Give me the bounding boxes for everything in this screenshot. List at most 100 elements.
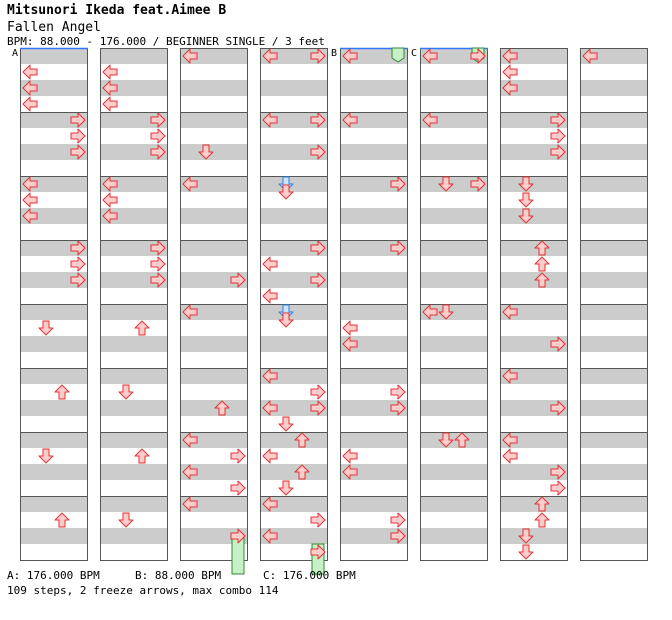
beat-stripe	[20, 448, 88, 464]
step-arrow-left	[582, 48, 598, 64]
beat-stripe	[100, 480, 168, 496]
beat-stripe	[420, 160, 488, 176]
beat-stripe	[180, 544, 248, 560]
beat-stripe	[100, 208, 168, 224]
beat-stripe	[100, 384, 168, 400]
step-arrow-left	[502, 368, 518, 384]
beat-stripe	[180, 384, 248, 400]
chart-column	[580, 48, 648, 561]
beat-stripe	[260, 160, 328, 176]
beat-stripe	[500, 448, 568, 464]
step-arrow-left	[182, 496, 198, 512]
step-arrow-left	[502, 432, 518, 448]
beat-stripe	[420, 496, 488, 512]
beat-stripe	[100, 448, 168, 464]
beat-stripe	[420, 368, 488, 384]
beat-stripe	[260, 240, 328, 256]
beat-stripe	[500, 496, 568, 512]
step-arrow-up	[294, 464, 310, 480]
step-arrow-right	[550, 128, 566, 144]
beat-stripe	[100, 144, 168, 160]
beat-stripe	[100, 48, 168, 64]
step-arrow-up	[294, 432, 310, 448]
beat-stripe	[340, 304, 408, 320]
beat-stripe	[180, 416, 248, 432]
beat-stripe	[20, 480, 88, 496]
step-arrow-down	[118, 512, 134, 528]
beat-stripe	[420, 128, 488, 144]
beat-stripe	[260, 400, 328, 416]
beat-stripe	[340, 144, 408, 160]
step-arrow-right	[70, 128, 86, 144]
beat-stripe	[500, 208, 568, 224]
beat-stripe	[500, 48, 568, 64]
step-arrow-left	[422, 112, 438, 128]
beat-stripe	[260, 432, 328, 448]
step-arrow-left	[342, 48, 358, 64]
step-arrow-left	[182, 464, 198, 480]
step-arrow-right	[550, 144, 566, 160]
step-arrow-up	[134, 320, 150, 336]
beat-stripe	[420, 80, 488, 96]
beat-stripe	[20, 48, 88, 64]
beat-stripe	[260, 496, 328, 512]
beat-stripe	[180, 336, 248, 352]
beat-stripe	[500, 256, 568, 272]
step-arrow-left	[182, 176, 198, 192]
beat-stripe	[260, 144, 328, 160]
beat-stripe	[20, 432, 88, 448]
step-arrow-right	[310, 272, 326, 288]
beat-stripe	[20, 80, 88, 96]
step-arrow-up	[534, 256, 550, 272]
step-arrow-right	[550, 400, 566, 416]
beat-stripe	[100, 192, 168, 208]
beat-stripe	[500, 304, 568, 320]
beat-stripe	[180, 352, 248, 368]
step-arrow-right	[390, 528, 406, 544]
step-arrow-left	[22, 80, 38, 96]
step-arrow-left	[502, 64, 518, 80]
beat-stripe	[580, 368, 648, 384]
beat-stripe	[500, 80, 568, 96]
beat-stripe	[340, 448, 408, 464]
bpm-legend-a: A: 176.000 BPM	[7, 569, 100, 582]
step-arrow-down	[278, 416, 294, 432]
beat-stripe	[180, 112, 248, 128]
beat-stripe	[580, 528, 648, 544]
step-arrow-right	[230, 448, 246, 464]
step-arrow-right	[150, 128, 166, 144]
beat-stripe	[340, 528, 408, 544]
beat-stripe	[260, 288, 328, 304]
step-arrow-right	[150, 272, 166, 288]
beat-stripe	[20, 352, 88, 368]
beat-stripe	[20, 208, 88, 224]
step-arrow-down	[38, 448, 54, 464]
beat-stripe	[420, 320, 488, 336]
step-arrow-left	[182, 304, 198, 320]
beat-stripe	[260, 336, 328, 352]
beat-stripe	[500, 384, 568, 400]
step-arrow-left	[102, 208, 118, 224]
step-arrow-right	[310, 512, 326, 528]
freeze-arrow-tail	[391, 47, 405, 63]
beat-stripe	[580, 544, 648, 560]
step-arrow-left	[22, 176, 38, 192]
beat-stripe	[180, 464, 248, 480]
beat-stripe	[500, 272, 568, 288]
step-arrow-right	[390, 512, 406, 528]
beat-stripe	[420, 224, 488, 240]
chart-column	[100, 48, 168, 561]
beat-stripe	[340, 352, 408, 368]
song-title: Fallen Angel	[7, 20, 101, 35]
beat-stripe	[340, 432, 408, 448]
beat-stripe	[580, 144, 648, 160]
beat-stripe	[340, 96, 408, 112]
beat-stripe	[20, 336, 88, 352]
chart-column	[180, 48, 248, 561]
beat-stripe	[180, 448, 248, 464]
beat-stripe	[180, 272, 248, 288]
beat-stripe	[420, 272, 488, 288]
beat-stripe	[340, 544, 408, 560]
step-arrow-right	[310, 144, 326, 160]
step-arrow-down	[438, 304, 454, 320]
